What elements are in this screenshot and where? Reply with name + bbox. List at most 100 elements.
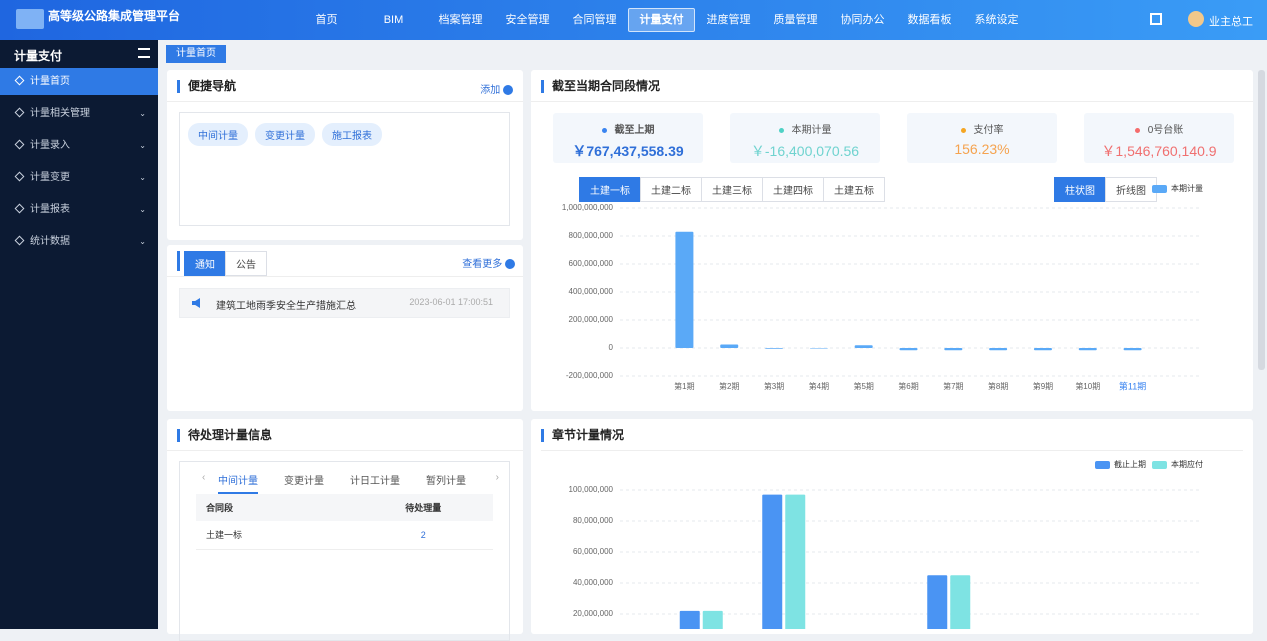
y-tick-label: 1,000,000,000 bbox=[562, 203, 614, 212]
x-tick-label: 第7期 bbox=[943, 381, 963, 391]
x-tick-label: 第10期 bbox=[1075, 381, 1100, 391]
page-tab[interactable]: 计量首页 bbox=[166, 45, 226, 63]
pending-tab[interactable]: 暂列计量 bbox=[426, 476, 466, 487]
menu-label: 计量变更 bbox=[30, 172, 70, 183]
menu-item[interactable]: 计量录入 ⌄ bbox=[0, 130, 158, 162]
nav-item[interactable]: 计量支付 bbox=[628, 8, 695, 32]
pending-tab[interactable]: 计日工计量 bbox=[350, 476, 400, 487]
legend-label: 截止上期 bbox=[1114, 459, 1146, 469]
nav-item[interactable]: 首页 bbox=[315, 14, 338, 26]
scrollbar[interactable] bbox=[1258, 70, 1265, 370]
next-arrow[interactable]: › bbox=[495, 472, 499, 483]
contract-tab[interactable]: 土建五标 bbox=[823, 177, 885, 202]
bar bbox=[950, 575, 971, 629]
stat-box: 0号台账 ￥1,546,760,140.9 bbox=[1084, 113, 1234, 163]
quick-link[interactable]: 变更计量 bbox=[255, 123, 315, 146]
add-label: 添加 bbox=[480, 85, 501, 96]
y-tick-label: 80,000,000 bbox=[573, 516, 614, 525]
stat-dot bbox=[601, 127, 607, 133]
quick-link[interactable]: 施工报表 bbox=[322, 123, 382, 146]
stat-dot bbox=[778, 127, 784, 133]
menu-item[interactable]: 计量相关管理 ⌄ bbox=[0, 98, 158, 130]
legend-swatch bbox=[1095, 461, 1110, 469]
pending-tab[interactable]: 变更计量 bbox=[284, 476, 324, 487]
bar bbox=[765, 348, 784, 349]
x-tick-label: 第11期 bbox=[1119, 380, 1146, 391]
notice-item[interactable]: 建筑工地雨季安全生产措施汇总 2023-06-01 17:00:51 bbox=[179, 288, 510, 318]
notice-tab[interactable]: 公告 bbox=[225, 251, 267, 276]
stat-label: 本期计量 bbox=[791, 125, 832, 136]
x-tick-label: 第4期 bbox=[809, 381, 829, 391]
bar bbox=[702, 610, 723, 629]
legend-label: 本期应付 bbox=[1171, 459, 1203, 469]
more-label: 查看更多 bbox=[462, 259, 503, 270]
y-tick-label: 0 bbox=[609, 343, 614, 352]
stat-value: 156.23% bbox=[954, 141, 1010, 157]
prev-arrow[interactable]: ‹ bbox=[202, 472, 206, 483]
speaker-icon bbox=[192, 298, 200, 308]
menu-item[interactable]: 计量变更 ⌄ bbox=[0, 162, 158, 194]
nav-item[interactable]: 合同管理 bbox=[572, 14, 617, 26]
sidebar-title: 计量支付 bbox=[14, 49, 63, 63]
nav-item[interactable]: BIM bbox=[383, 14, 404, 26]
quick-link[interactable]: 中间计量 bbox=[188, 123, 248, 146]
contract-tab[interactable]: 土建一标 bbox=[579, 177, 641, 202]
stat-dot bbox=[1134, 127, 1140, 133]
quick-links: 中间计量 变更计量 施工报表 bbox=[179, 112, 510, 226]
stat-label: 0号台账 bbox=[1147, 125, 1184, 136]
menu-item[interactable]: 计量报表 ⌄ bbox=[0, 194, 158, 226]
y-tick-label: 600,000,000 bbox=[569, 259, 614, 268]
bar bbox=[762, 494, 783, 629]
sidebar-menu: 计量首页计量相关管理 ⌄ 计量录入 ⌄ 计量变更 ⌄ 计量报表 ⌄ 统计数据 ⌄ bbox=[0, 68, 158, 258]
x-tick-label: 第6期 bbox=[898, 381, 918, 391]
bar bbox=[809, 348, 828, 349]
x-tick-label: 第8期 bbox=[988, 381, 1008, 391]
nav-item[interactable]: 质量管理 bbox=[773, 14, 818, 26]
fullscreen-icon[interactable] bbox=[1150, 13, 1162, 25]
collapse-icon[interactable] bbox=[138, 48, 150, 58]
app-title: 高等级公路集成管理平台 bbox=[48, 9, 181, 23]
stat-box: 本期计量 ￥-16,400,070.56 bbox=[730, 113, 880, 163]
contract-tab[interactable]: 土建二标 bbox=[640, 177, 702, 202]
nav-item[interactable]: 系统设定 bbox=[974, 14, 1019, 26]
nav-item[interactable]: 数据看板 bbox=[907, 14, 952, 26]
chapter-card: 章节计量情况 bbox=[531, 419, 1253, 634]
nav-item[interactable]: 安全管理 bbox=[505, 14, 550, 26]
stat-label-row: 截至上期 bbox=[553, 113, 703, 136]
nav-item[interactable]: 进度管理 bbox=[706, 14, 751, 26]
pending-card: 待处理计量信息 ‹ › 中间计量 变更计量 计日工计量 暂列计量 合同段 待处理量 土建一… bbox=[167, 419, 523, 641]
menu-arrow: ⌄ bbox=[139, 109, 146, 118]
bar bbox=[927, 575, 948, 629]
menu-item[interactable]: 统计数据 ⌄ bbox=[0, 226, 158, 258]
bar bbox=[1078, 348, 1097, 351]
menu-arrow: ⌄ bbox=[139, 173, 146, 182]
y-tick-label: 20,000,000 bbox=[573, 609, 614, 618]
pending-table: 合同段 待处理量 土建一标 2 bbox=[196, 494, 493, 550]
x-tick-label: 第3期 bbox=[764, 381, 784, 391]
bar bbox=[675, 231, 694, 348]
nav-item[interactable]: 协同办公 bbox=[840, 14, 885, 26]
header-cell: 合同段 bbox=[206, 503, 234, 513]
view-tab[interactable]: 折线图 bbox=[1105, 177, 1157, 202]
more-link[interactable]: 查看更多 bbox=[462, 255, 515, 270]
legend-swatch bbox=[1152, 461, 1167, 469]
stat-dot bbox=[960, 127, 966, 133]
menu-label: 计量相关管理 bbox=[30, 108, 90, 119]
stats: 截至上期 ￥767,437,558.39 本期计量 ￥-16,400,070.56 支付… bbox=[553, 113, 1243, 163]
notice-tab[interactable]: 通知 bbox=[184, 251, 226, 276]
contract-tab[interactable]: 土建三标 bbox=[701, 177, 763, 202]
nav-item[interactable]: 档案管理 bbox=[438, 14, 483, 26]
pending-tab[interactable]: 中间计量 bbox=[218, 472, 258, 494]
x-tick-label: 第5期 bbox=[853, 381, 873, 391]
card-title: 章节计量情况 bbox=[541, 429, 624, 442]
stat-label-row: 0号台账 bbox=[1084, 113, 1234, 136]
stat-label: 支付率 bbox=[973, 125, 1004, 136]
header: 高等级公路集成管理平台 首页 BIM 档案管理 安全管理 合同管理 计量支付 进度管理 质量管… bbox=[0, 0, 1267, 40]
pending-panel: ‹ › 中间计量 变更计量 计日工计量 暂列计量 合同段 待处理量 土建一标 2 bbox=[179, 461, 510, 641]
menu-item[interactable]: 计量首页 bbox=[0, 68, 158, 95]
bar bbox=[1123, 348, 1142, 351]
user-name[interactable]: 业主总工 bbox=[1209, 16, 1253, 28]
add-button[interactable]: 添加 bbox=[480, 81, 513, 96]
